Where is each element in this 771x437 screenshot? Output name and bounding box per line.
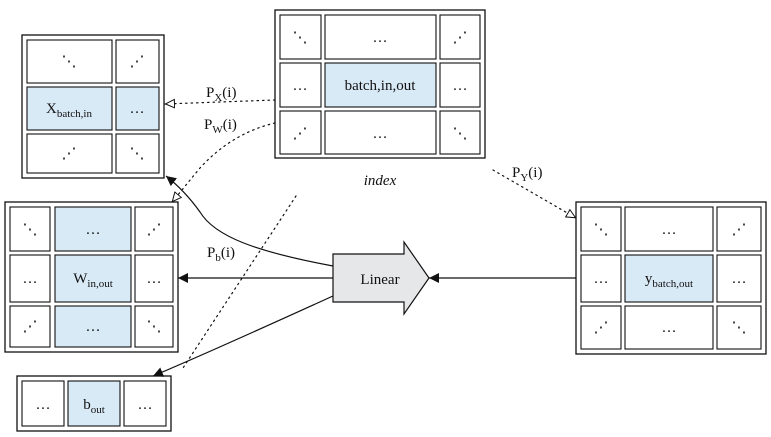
label-pb: Pb(i) — [207, 245, 235, 264]
w-center-label: Win,out — [73, 271, 113, 290]
ellipsis-glyph: … — [293, 78, 308, 94]
index-caption: index — [364, 173, 397, 189]
x-active-cell — [26, 86, 113, 131]
w-tensor-grid: ⋱ … ⋰ … Win,out … ⋰ … ⋱ — [4, 201, 179, 353]
diag-up-glyph: ⋰ — [293, 126, 308, 142]
ellipsis-glyph: … — [662, 222, 677, 238]
label-pw: PW(i) — [204, 117, 237, 136]
diag-down-glyph: ⋱ — [23, 222, 38, 238]
b-tensor-grid: … bout … — [16, 375, 172, 432]
x-center-label: Xbatch,in — [46, 101, 92, 120]
ellipsis-glyph: … — [373, 30, 388, 46]
proj-arrow-x — [164, 100, 276, 104]
proj-arrow-b — [182, 195, 297, 369]
y-active-cell — [624, 254, 714, 303]
linear-operator: Linear — [332, 240, 430, 316]
ellipsis-glyph: … — [732, 271, 747, 287]
b-active-cell — [67, 380, 121, 427]
proj-arrow-y — [492, 169, 577, 219]
arrow-linear-to-x — [165, 175, 334, 267]
label-py: PY(i) — [512, 165, 542, 184]
index-grid: ⋱ … ⋰ … batch,in,out … ⋰ … ⋱ — [274, 9, 486, 159]
diag-up-glyph: ⋰ — [130, 54, 145, 70]
x-tensor-grid: ⋱ ⋰ Xbatch,in … ⋰ ⋱ — [21, 34, 165, 179]
y-tensor-grid: ⋱ … ⋰ … ybatch,out … ⋰ … ⋱ — [575, 201, 767, 355]
diag-down-glyph: ⋱ — [732, 320, 747, 336]
diag-up-glyph: ⋰ — [594, 320, 609, 336]
ellipsis-glyph: … — [36, 397, 51, 413]
diag-up-glyph: ⋰ — [147, 222, 162, 238]
diag-down-glyph: ⋱ — [293, 30, 308, 46]
operator-label: Linear — [360, 272, 399, 288]
proj-arrow-w — [171, 122, 276, 203]
index-center-label: batch,in,out — [345, 78, 417, 94]
ellipsis-glyph: … — [147, 271, 162, 287]
diag-up-glyph: ⋰ — [62, 146, 77, 162]
diag-up-glyph: ⋰ — [732, 222, 747, 238]
arrow-linear-to-b — [152, 295, 334, 377]
diag-down-glyph: ⋱ — [130, 146, 145, 162]
ellipsis-glyph: … — [453, 78, 468, 94]
ellipsis-glyph: … — [86, 319, 101, 335]
ellipsis-glyph: … — [662, 320, 677, 336]
diag-up-glyph: ⋰ — [23, 319, 38, 335]
index-active-cell — [324, 62, 437, 108]
diag-up-glyph: ⋰ — [453, 30, 468, 46]
diag-down-glyph: ⋱ — [62, 54, 77, 70]
ellipsis-glyph: … — [86, 222, 101, 238]
y-center-label: ybatch,out — [645, 271, 693, 290]
diag-down-glyph: ⋱ — [147, 319, 162, 335]
diag-down-glyph: ⋱ — [453, 126, 468, 142]
ellipsis-glyph: … — [373, 126, 388, 142]
ellipsis-glyph: … — [130, 101, 145, 117]
ellipsis-glyph: … — [23, 271, 38, 287]
b-center-label: bout — [83, 397, 105, 416]
w-active-cell — [54, 254, 132, 303]
diag-down-glyph: ⋱ — [594, 222, 609, 238]
label-px: PX(i) — [206, 85, 236, 104]
ellipsis-glyph: … — [594, 271, 609, 287]
ellipsis-glyph: … — [138, 397, 153, 413]
